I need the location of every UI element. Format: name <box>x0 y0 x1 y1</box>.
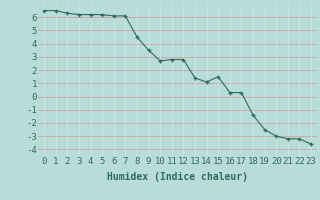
X-axis label: Humidex (Indice chaleur): Humidex (Indice chaleur) <box>107 172 248 182</box>
